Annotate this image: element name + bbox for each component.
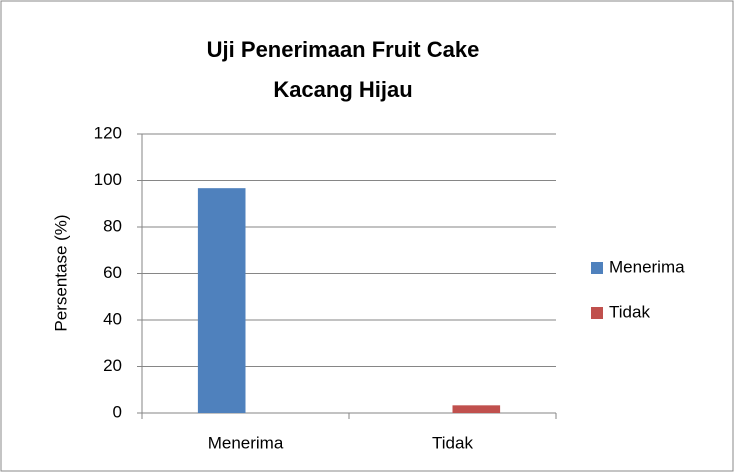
legend-label: Menerima (609, 257, 685, 276)
y-tick-label: 120 (94, 123, 122, 142)
y-tick-label: 100 (94, 170, 122, 189)
bar (197, 188, 246, 413)
legend-swatch (591, 307, 603, 319)
y-tick-label: 60 (103, 263, 122, 282)
y-tick-label: 0 (113, 402, 122, 421)
y-tick-label: 20 (103, 356, 122, 375)
legend-swatch (591, 262, 603, 274)
legend-label: Tidak (609, 302, 650, 321)
chart-title: Uji Penerimaan Fruit Cake Kacang Hijau (206, 37, 480, 102)
x-tick-label: Menerima (208, 433, 284, 452)
bar (452, 405, 501, 413)
x-tick-label: Tidak (432, 433, 473, 452)
y-axis-label: Persentase (%) (51, 214, 70, 331)
y-tick-label: 80 (103, 216, 122, 235)
y-tick-label: 40 (103, 309, 122, 328)
